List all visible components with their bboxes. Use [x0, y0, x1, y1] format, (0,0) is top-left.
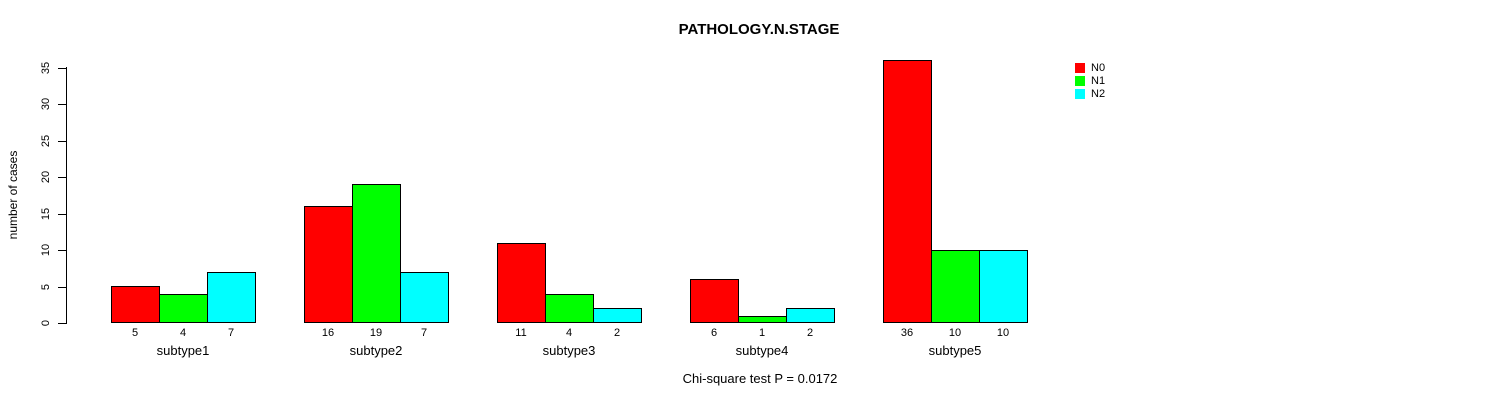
bar-value-label: 7 [227, 327, 235, 339]
bar [304, 206, 353, 323]
bar [690, 279, 739, 323]
chart-title: PATHOLOGY.N.STAGE [678, 21, 840, 38]
category-label: subtype2 [349, 343, 403, 358]
y-tick [58, 104, 66, 105]
category-label: subtype4 [735, 343, 789, 358]
y-tick-label: 15 [40, 207, 52, 221]
y-axis-line [66, 67, 67, 324]
bar [400, 272, 449, 323]
bar [111, 286, 160, 323]
y-tick [58, 68, 66, 69]
legend: N0 N1 N2 [1075, 62, 1105, 101]
legend-item: N2 [1075, 88, 1105, 100]
legend-label: N1 [1091, 75, 1106, 87]
category-label: subtype1 [156, 343, 210, 358]
legend-swatch [1075, 89, 1085, 99]
bar-value-label: 2 [806, 327, 814, 339]
category-label: subtype5 [928, 343, 982, 358]
bar [497, 243, 546, 323]
bar [352, 184, 401, 323]
y-tick [58, 214, 66, 215]
bar [545, 294, 594, 323]
bar-value-label: 7 [420, 327, 428, 339]
legend-item: N1 [1075, 75, 1105, 87]
bar-value-label: 10 [948, 327, 962, 339]
bar [786, 308, 835, 323]
y-tick [58, 323, 66, 324]
y-tick [58, 177, 66, 178]
bar [738, 316, 787, 323]
y-tick-label: 10 [40, 243, 52, 257]
bar-value-label: 5 [131, 327, 139, 339]
bar-value-label: 4 [179, 327, 187, 339]
y-tick-label: 0 [40, 319, 52, 327]
legend-item: N0 [1075, 62, 1105, 74]
bar-value-label: 16 [321, 327, 335, 339]
bar-value-label: 19 [369, 327, 383, 339]
bar-value-label: 10 [996, 327, 1010, 339]
y-tick-label: 30 [40, 97, 52, 111]
legend-label: N0 [1091, 62, 1106, 74]
y-tick [58, 250, 66, 251]
y-tick [58, 287, 66, 288]
bar-value-label: 36 [900, 327, 914, 339]
category-label: subtype3 [542, 343, 596, 358]
y-tick-label: 25 [40, 134, 52, 148]
bar-value-label: 1 [758, 327, 766, 339]
bar-value-label: 6 [710, 327, 718, 339]
bar [159, 294, 208, 323]
legend-swatch [1075, 76, 1085, 86]
legend-swatch [1075, 63, 1085, 73]
bar [883, 60, 932, 323]
bar-value-label: 4 [565, 327, 573, 339]
bar [931, 250, 980, 323]
bar-value-label: 11 [515, 327, 527, 339]
y-tick-label: 5 [40, 283, 52, 291]
y-tick-label: 20 [40, 170, 52, 184]
legend-label: N2 [1091, 88, 1106, 100]
bar [207, 272, 256, 323]
y-tick-label: 35 [40, 61, 52, 75]
bar-value-label: 2 [613, 327, 621, 339]
bar [979, 250, 1028, 323]
annotation-text: Chi-square test P = 0.0172 [682, 371, 838, 386]
y-tick [58, 141, 66, 142]
bar [593, 308, 642, 323]
